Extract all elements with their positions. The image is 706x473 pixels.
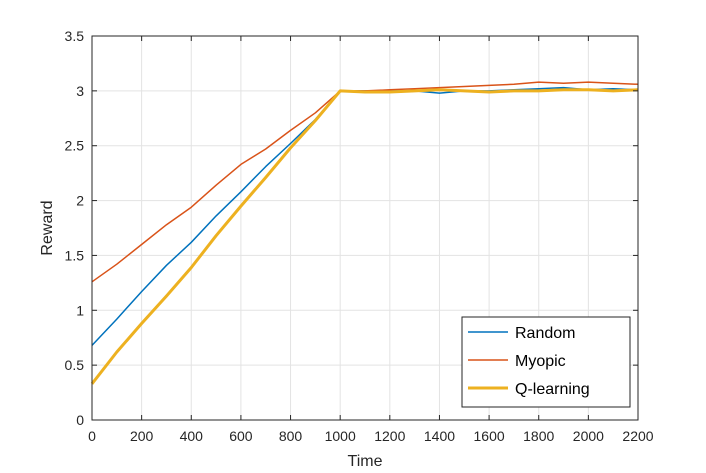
y-tick-label: 0.5 bbox=[65, 357, 85, 373]
x-axis-label: Time bbox=[348, 453, 383, 470]
x-tick-labels: 0 200 400 600 800 1000 1200 1400 1600 1800 2000 220… bbox=[88, 428, 654, 444]
series-group bbox=[90, 81, 639, 385]
y-tick-label: 2 bbox=[76, 193, 84, 209]
x-tick-label: 200 bbox=[130, 428, 154, 444]
y-tick-label: 2.5 bbox=[65, 138, 85, 154]
x-tick-label: 600 bbox=[229, 428, 253, 444]
x-tick-label: 1200 bbox=[374, 428, 405, 444]
x-tick-label: 1000 bbox=[325, 428, 356, 444]
x-tick-label: 2000 bbox=[573, 428, 604, 444]
legend-label-q-learning: Q-learning bbox=[515, 381, 590, 398]
x-tick-label: 800 bbox=[279, 428, 303, 444]
y-tick-label: 0 bbox=[76, 412, 84, 428]
y-tick-label: 1.5 bbox=[65, 247, 85, 263]
x-tick-label: 1600 bbox=[474, 428, 505, 444]
legend-label-myopic: Myopic bbox=[515, 353, 566, 370]
y-tick-label: 3.5 bbox=[65, 28, 85, 44]
x-tick-label: 1400 bbox=[424, 428, 455, 444]
legend-label-random: Random bbox=[515, 325, 575, 342]
x-tick-label: 1800 bbox=[523, 428, 554, 444]
series-line-q-learning bbox=[90, 88, 639, 385]
x-tick-label: 2200 bbox=[622, 428, 653, 444]
tick-marks bbox=[91, 35, 639, 421]
x-tick-label: 0 bbox=[88, 428, 96, 444]
y-axis-label: Reward bbox=[39, 200, 56, 255]
y-tick-labels: 0 0.5 1 1.5 2 2.5 3 3.5 bbox=[65, 28, 85, 428]
x-tick-label: 400 bbox=[180, 428, 204, 444]
y-tick-label: 3 bbox=[76, 83, 84, 99]
axes-box bbox=[91, 35, 639, 421]
y-tick-label: 1 bbox=[76, 302, 84, 318]
legend: Random Myopic Q-learning bbox=[461, 316, 631, 408]
